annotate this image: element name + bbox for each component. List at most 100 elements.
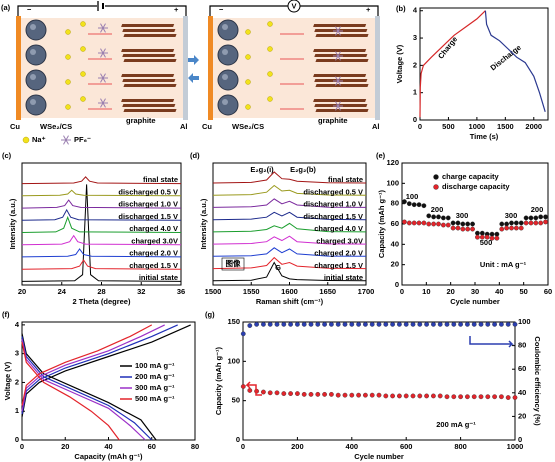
wse2-sphere: [25, 94, 47, 116]
curve-label: initial state: [139, 273, 178, 282]
x-tick-label: 1600: [281, 287, 298, 296]
na-ion: [267, 46, 273, 52]
graphite-layer: [313, 99, 367, 102]
data-point: [315, 321, 321, 327]
data-point: [458, 394, 463, 400]
annotation: 500: [480, 238, 493, 247]
wse2-highlight: [222, 49, 228, 55]
y2-axis-label: Coulombic efficiency (%): [533, 336, 542, 426]
x-tick-label: 32: [137, 287, 145, 296]
data-point: [411, 202, 417, 208]
pf6-legend: [63, 135, 69, 145]
x-tick-label: 10: [422, 287, 430, 296]
x-axis-label: 2 Theta (degree): [73, 297, 131, 306]
spectrum-line: [21, 176, 182, 185]
data-point: [479, 230, 485, 236]
data-point: [260, 321, 266, 327]
y-axis-label: Intensity (a.u.): [199, 198, 208, 249]
y-tick-label: 4: [15, 320, 20, 329]
data-point: [301, 391, 307, 397]
data-point: [440, 215, 446, 221]
spectrum-line: [212, 235, 367, 245]
spectrum-line: [212, 184, 367, 196]
y-tick-label: 20: [391, 260, 399, 269]
curve-label: charged 4.0 V: [314, 224, 363, 233]
cu-electrode: [208, 16, 213, 120]
data-point: [356, 321, 361, 327]
x-tick-label: 500: [442, 122, 455, 131]
schematic-label: Cu: [202, 122, 212, 131]
spectrum-line: [21, 184, 182, 282]
spectrum-line: [21, 199, 182, 209]
x-tick-label: 800: [454, 442, 467, 451]
curve-label: discharged 1.5 V: [118, 212, 178, 221]
meter-label: V: [291, 1, 296, 10]
pf6-ion: [335, 26, 341, 36]
graphite-layer: [313, 49, 367, 52]
spectrum-line: [212, 198, 367, 208]
y-axis-label: Voltage (V): [3, 361, 12, 400]
y2-tick-label: 60: [518, 364, 526, 373]
x-tick-label: 20: [61, 442, 69, 451]
data-point: [403, 393, 409, 399]
x-axis-label: Time (s): [470, 132, 499, 141]
pf6-ion: [100, 23, 106, 33]
x-tick-label: 2000: [525, 122, 542, 131]
data-point: [504, 225, 510, 231]
data-point: [523, 220, 529, 226]
x-tick-label: 1700: [358, 287, 375, 296]
data-point: [406, 220, 412, 226]
data-point: [424, 321, 429, 327]
x-tick-label: 60: [544, 287, 552, 296]
y-tick-label: 40: [391, 239, 399, 248]
legend-swatch: [433, 184, 439, 190]
data-point: [445, 222, 451, 228]
x-tick-label: 0: [400, 287, 404, 296]
x-axis-label: Raman shift (cm⁻¹): [256, 297, 324, 306]
pf6-ion: [335, 51, 341, 61]
data-point: [240, 384, 246, 389]
graphite-layer: [122, 104, 176, 107]
data-point: [465, 221, 471, 227]
graphite-layer: [313, 24, 367, 27]
data-point: [417, 393, 423, 399]
graphite-layer: [315, 59, 369, 62]
data-point: [267, 321, 273, 327]
minus-sign: −: [27, 5, 32, 14]
curve-label: charged 2.0 V: [129, 249, 178, 258]
data-point: [406, 201, 412, 207]
data-point: [470, 226, 475, 232]
y-axis-label: Capacity (mAh g⁻¹): [214, 346, 223, 415]
data-point: [471, 394, 477, 400]
y-tick-label: 100: [227, 356, 240, 365]
data-point: [528, 215, 534, 221]
data-point: [464, 394, 470, 400]
data-point: [322, 321, 327, 327]
data-point: [396, 321, 402, 327]
data-point: [410, 393, 416, 399]
annotation: Charge: [436, 35, 459, 61]
data-point: [281, 391, 287, 396]
spectrum-line: [212, 247, 367, 257]
data-point: [512, 395, 518, 400]
annotation: E₂g₂(b): [290, 165, 316, 174]
data-point: [460, 221, 466, 227]
data-point: [499, 226, 505, 232]
spectrum-line: [21, 234, 182, 246]
data-point: [455, 225, 461, 231]
inset-box: [221, 257, 245, 271]
annotation: 200 mA g⁻¹: [436, 420, 476, 429]
schematic-label: Al: [180, 122, 188, 131]
data-point: [260, 389, 266, 395]
graphite-layer: [315, 84, 369, 87]
data-point: [308, 391, 314, 397]
na-ion: [267, 96, 273, 102]
data-point: [492, 394, 497, 400]
y-tick-label: 50: [232, 396, 240, 405]
spectrum-line: [21, 259, 182, 270]
data-point: [335, 392, 341, 398]
na-ion: [245, 29, 251, 35]
data-point: [512, 321, 518, 327]
data-point: [416, 220, 422, 226]
curve-label: discharged 1.0 V: [303, 200, 363, 209]
